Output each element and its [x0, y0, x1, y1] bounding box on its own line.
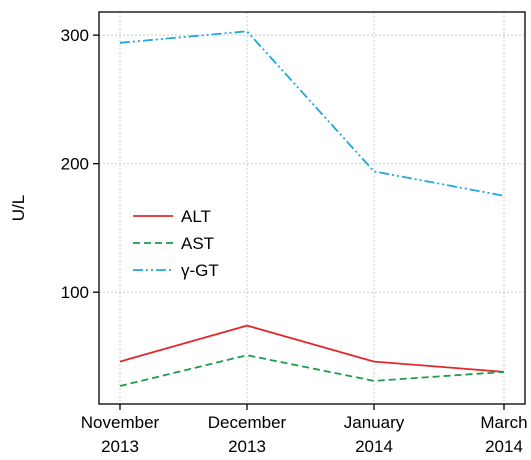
- x-tick-label-line: 2014: [355, 437, 393, 456]
- x-tick-label-line: 2013: [101, 437, 139, 456]
- y-axis-label: U/L: [9, 195, 28, 221]
- x-tick-label-line: December: [208, 413, 287, 432]
- series-line: [119, 354, 505, 387]
- legend: ALT AST γ-GT: [133, 207, 219, 280]
- grid: [99, 12, 525, 404]
- x-tick-label: November 2013: [81, 413, 160, 456]
- x-tick-label: January 2014: [344, 413, 405, 456]
- x-tick-label: March 2014: [480, 413, 527, 456]
- y-tick-label: 300: [61, 26, 89, 45]
- y-tick-label: 200: [61, 155, 89, 174]
- x-tick-label-line: January: [344, 413, 405, 432]
- x-tick-label-line: November: [81, 413, 160, 432]
- series-line: [119, 324, 505, 373]
- legend-label: ALT: [181, 207, 211, 226]
- plot-frame: [98, 11, 526, 405]
- legend-label: γ-GT: [181, 261, 219, 280]
- x-tick-label-line: 2013: [228, 437, 266, 456]
- axis-ticks: 100 200 300 November 2013 December 2013 January…: [61, 26, 528, 456]
- x-tick-label: December 2013: [208, 413, 287, 456]
- y-tick-label: 100: [61, 283, 89, 302]
- legend-label: AST: [181, 234, 214, 253]
- series-line: [119, 30, 505, 197]
- series-lines: [119, 30, 505, 387]
- x-tick-label-line: 2014: [485, 437, 523, 456]
- x-tick-label-line: March: [480, 413, 527, 432]
